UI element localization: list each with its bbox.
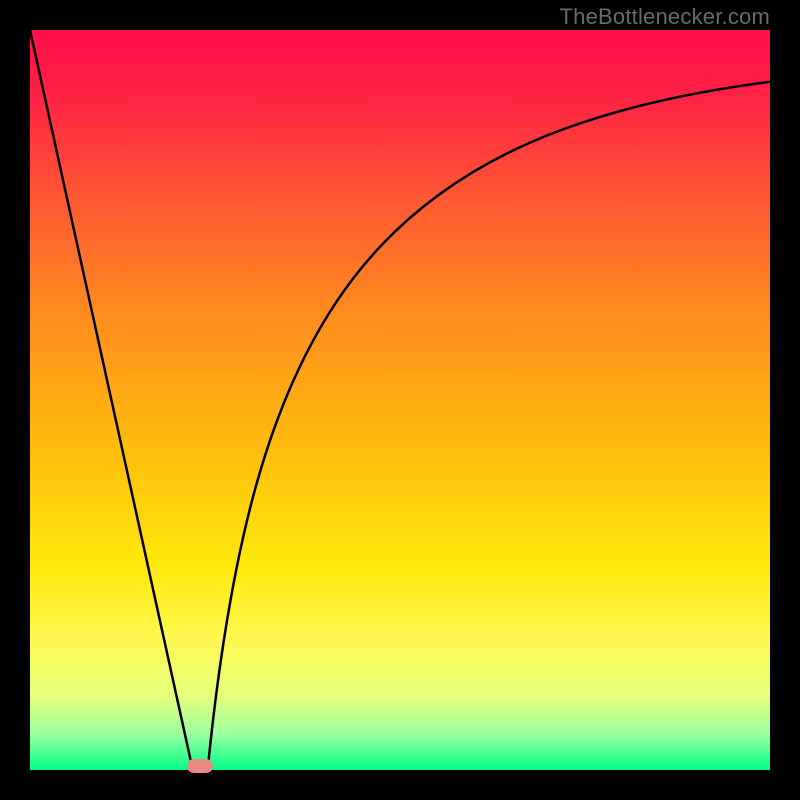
gradient-background <box>30 30 770 770</box>
optimum-marker <box>187 759 213 773</box>
plot-area <box>30 30 770 770</box>
plot-svg <box>30 30 770 770</box>
watermark-text: TheBottlenecker.com <box>560 4 770 30</box>
